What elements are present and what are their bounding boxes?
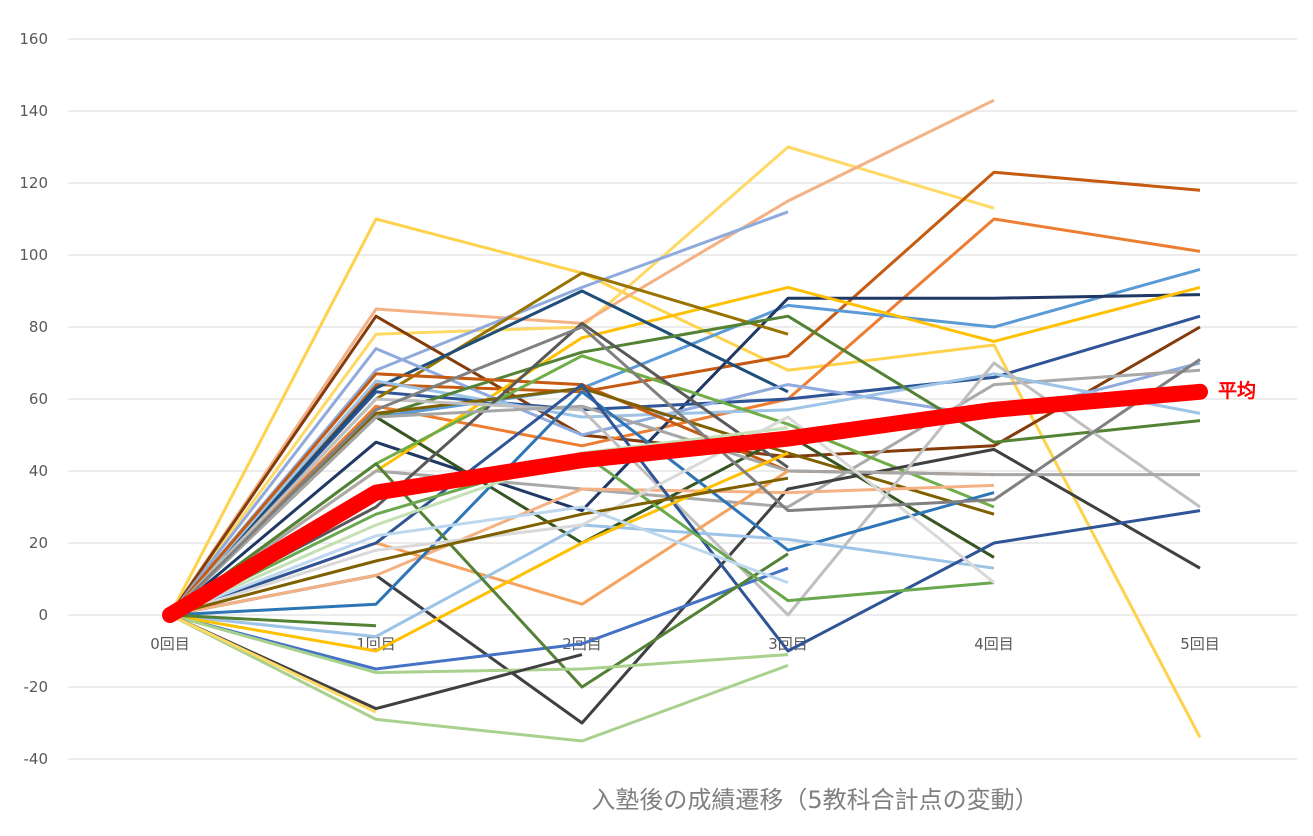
y-tick-label: 140	[19, 102, 48, 120]
y-tick-label: -20	[24, 678, 49, 696]
series-line-41	[169, 415, 995, 617]
average-series-line	[162, 383, 1208, 623]
y-tick-label: 160	[19, 30, 48, 48]
series-line-32	[169, 451, 789, 653]
y-tick-label: -40	[24, 750, 49, 768]
x-tick-label: 4回目	[974, 635, 1014, 653]
series-line-44	[169, 505, 789, 617]
series-line-13	[168, 289, 789, 617]
y-tick-label: 20	[29, 534, 48, 552]
series-line-11	[168, 314, 1201, 617]
average-series: 平均	[162, 379, 1256, 623]
series-line-38	[169, 613, 377, 628]
series-line-30	[169, 383, 1201, 653]
y-tick-label: 100	[19, 246, 48, 264]
series-lines	[168, 98, 1202, 743]
series-line-35	[169, 613, 789, 675]
series-line-40	[169, 426, 789, 617]
series-line-26	[169, 483, 995, 617]
series-line-37	[169, 613, 583, 711]
series-line-16	[168, 372, 1201, 616]
series-line-42	[169, 476, 789, 617]
series-line-39	[169, 613, 377, 714]
x-axis-tick-labels: 0回目 1回目 2回目 3回目 4回目 5回目	[150, 635, 1220, 653]
y-tick-label: 120	[19, 174, 48, 192]
y-tick-label: 60	[29, 390, 48, 408]
series-line-7	[168, 217, 1201, 617]
average-series-label: 平均	[1218, 379, 1256, 402]
series-line-43	[168, 325, 1201, 617]
y-axis-tick-labels: 160 140 120 100 80 60 40 20 0 -20 -40	[19, 30, 48, 768]
chart-title: 入塾後の成績遷移（5教科合計点の変動）	[591, 786, 1038, 814]
x-tick-label: 0回目	[150, 635, 190, 653]
x-tick-label: 5回目	[1180, 635, 1220, 653]
series-line-6	[168, 170, 1201, 616]
series-line-24	[168, 361, 1201, 617]
y-tick-label: 80	[29, 318, 48, 336]
y-tick-label: 40	[29, 462, 48, 480]
gridlines	[68, 38, 1297, 760]
series-line-36	[169, 613, 789, 743]
series-line-28	[169, 390, 995, 617]
series-line-31	[169, 566, 789, 671]
series-line-33	[169, 462, 789, 689]
y-tick-label: 0	[38, 606, 48, 624]
